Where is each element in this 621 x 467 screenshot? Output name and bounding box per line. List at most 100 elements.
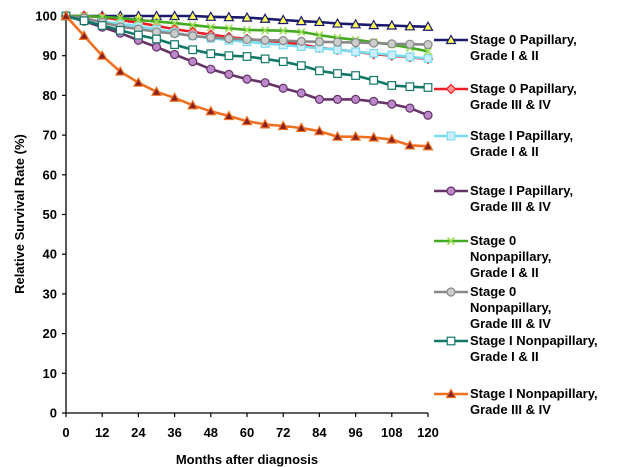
legend-label: Stage I Nonpapillary, bbox=[470, 333, 598, 348]
data-point bbox=[96, 49, 108, 60]
data-point bbox=[295, 122, 307, 133]
x-tick-label: 24 bbox=[131, 425, 146, 440]
data-point bbox=[423, 110, 433, 120]
legend-entry-0: Stage 0 Papillary,Grade I & II bbox=[434, 32, 577, 63]
data-point bbox=[387, 81, 397, 90]
x-tick-label: 96 bbox=[348, 425, 362, 440]
data-point bbox=[405, 52, 415, 62]
data-point bbox=[313, 125, 325, 136]
data-point bbox=[369, 96, 379, 106]
legend-label: Stage I Papillary, bbox=[470, 183, 573, 198]
data-point bbox=[404, 139, 416, 150]
legend-label: Nonpapillary, bbox=[470, 249, 551, 264]
data-point bbox=[278, 57, 288, 67]
data-point bbox=[259, 118, 271, 129]
x-tick-label: 48 bbox=[204, 425, 218, 440]
legend-label: Stage I Papillary, bbox=[470, 128, 573, 143]
legend-label: Grade I & II bbox=[470, 48, 539, 63]
series-7 bbox=[60, 10, 434, 151]
legend-label: Stage 0 Papillary, bbox=[470, 81, 577, 96]
data-point bbox=[331, 130, 344, 141]
data-point bbox=[60, 10, 72, 21]
data-point bbox=[241, 115, 253, 126]
legend-swatch-marker bbox=[446, 236, 456, 246]
data-point bbox=[369, 75, 379, 85]
data-point bbox=[114, 65, 126, 76]
data-point bbox=[259, 13, 271, 23]
legend-label: Grade I & II bbox=[470, 144, 539, 159]
data-point bbox=[151, 42, 162, 52]
legend-swatch-marker bbox=[445, 83, 457, 95]
data-point bbox=[404, 20, 416, 31]
x-tick-label: 108 bbox=[381, 425, 403, 440]
y-tick-label: 70 bbox=[43, 128, 57, 143]
legend-entry-6: Stage I Nonpapillary,Grade I & II bbox=[434, 333, 598, 364]
data-point-stroke bbox=[297, 27, 306, 36]
data-point bbox=[223, 11, 235, 22]
data-point bbox=[315, 66, 324, 76]
x-tick-label: 120 bbox=[417, 425, 439, 440]
data-point-stroke bbox=[188, 21, 197, 30]
series-3 bbox=[61, 11, 433, 120]
y-tick-label: 90 bbox=[43, 48, 57, 63]
y-tick-label: 60 bbox=[43, 167, 57, 182]
x-tick-label: 12 bbox=[95, 425, 109, 440]
legend-label: Nonpapillary, bbox=[470, 300, 551, 315]
data-point bbox=[170, 49, 180, 60]
legend-label: Stage 0 bbox=[470, 233, 516, 248]
data-point bbox=[242, 52, 252, 61]
data-point bbox=[170, 19, 179, 28]
y-tick-label: 30 bbox=[43, 286, 57, 301]
y-tick-label: 100 bbox=[35, 9, 57, 24]
data-point bbox=[150, 10, 163, 21]
data-point bbox=[387, 39, 397, 49]
data-point bbox=[423, 54, 433, 63]
data-point bbox=[224, 51, 234, 61]
data-point bbox=[241, 11, 253, 22]
data-point bbox=[187, 99, 199, 110]
data-point bbox=[78, 30, 90, 40]
data-point bbox=[116, 13, 125, 23]
data-point-stroke bbox=[242, 25, 252, 34]
data-point bbox=[297, 27, 306, 36]
data-point bbox=[422, 140, 434, 151]
data-point bbox=[350, 18, 362, 29]
data-point bbox=[188, 57, 198, 67]
data-point bbox=[423, 47, 433, 56]
data-point bbox=[386, 19, 398, 30]
data-point bbox=[368, 131, 380, 142]
legend-entry-2: Stage I Papillary,Grade I & II bbox=[434, 128, 573, 159]
data-point bbox=[405, 39, 415, 49]
data-point bbox=[351, 47, 360, 57]
x-tick-label: 0 bbox=[62, 425, 69, 440]
data-point bbox=[150, 86, 163, 96]
data-point bbox=[206, 23, 215, 32]
data-point bbox=[351, 71, 360, 80]
series-6 bbox=[61, 11, 433, 92]
data-point bbox=[386, 133, 398, 144]
data-point bbox=[188, 45, 198, 55]
data-point bbox=[332, 37, 343, 47]
data-point bbox=[206, 49, 216, 59]
data-point bbox=[351, 37, 361, 48]
legend-swatch-marker bbox=[445, 34, 457, 45]
x-tick-label: 84 bbox=[312, 425, 327, 440]
data-point bbox=[205, 11, 217, 21]
data-point-stroke bbox=[224, 24, 233, 33]
data-point bbox=[278, 83, 288, 93]
y-tick-label: 20 bbox=[43, 326, 57, 341]
legend-swatch-marker bbox=[446, 186, 456, 196]
data-point bbox=[134, 15, 143, 25]
data-point bbox=[333, 45, 342, 55]
legend-label: Stage 0 Papillary, bbox=[470, 32, 577, 47]
data-point bbox=[188, 21, 197, 30]
data-point bbox=[387, 50, 397, 60]
data-point bbox=[313, 16, 325, 27]
data-point bbox=[405, 103, 415, 113]
legend-swatch-marker bbox=[446, 336, 456, 346]
legend-label: Grade III & IV bbox=[470, 97, 551, 112]
data-point-stroke bbox=[315, 30, 324, 40]
